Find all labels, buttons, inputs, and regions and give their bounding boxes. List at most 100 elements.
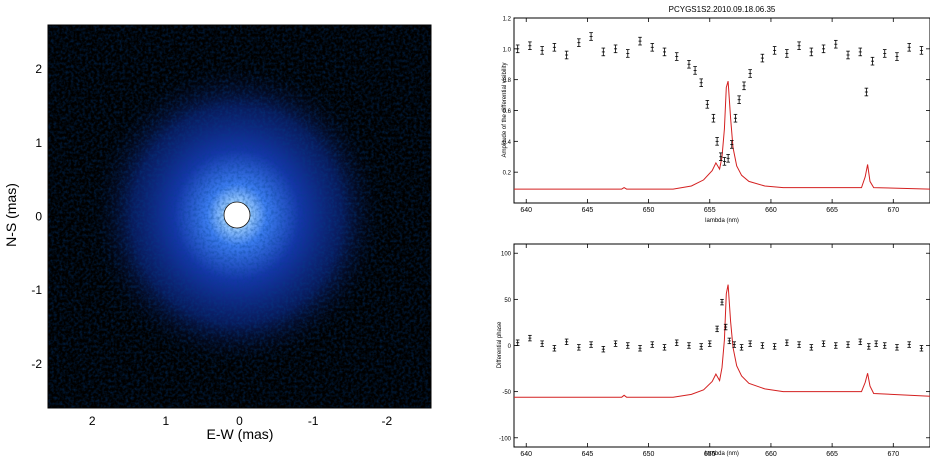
phase-points <box>515 298 924 353</box>
visibility-data-point <box>601 47 606 57</box>
visibility-data-point <box>711 113 716 123</box>
visibility-y-ticks: 0.2 0.4 0.6 0.8 1.0 1.2 <box>503 17 930 177</box>
visibility-data-point <box>726 154 730 163</box>
visibility-data-point <box>613 44 618 54</box>
phase-data-point <box>589 341 593 348</box>
phase-y-tick-label: 50 <box>504 298 511 304</box>
phase-data-point <box>785 339 789 346</box>
phase-data-point <box>919 345 924 352</box>
phase-data-point <box>723 323 728 331</box>
phase-y-tick-label: 100 <box>501 252 512 258</box>
visibility-data-point <box>772 46 777 55</box>
visibility-y-tick-label: 1.2 <box>503 17 512 23</box>
phase-data-point <box>577 344 581 351</box>
visibility-data-point <box>858 47 863 57</box>
visibility-y-tick-label: 0.8 <box>503 78 512 84</box>
visibility-data-point <box>528 41 532 51</box>
phase-spectrum-polyline <box>514 284 930 398</box>
phase-data-point <box>540 340 544 347</box>
phase-data-point <box>564 338 569 345</box>
visibility-x-tick-label: 640 <box>520 207 532 214</box>
phase-y-tick-label: -100 <box>499 436 512 442</box>
visibility-data-point <box>564 50 569 60</box>
phase-y-tick-label: -50 <box>502 390 511 396</box>
visibility-data-point <box>895 52 899 61</box>
phase-data-point <box>846 341 850 348</box>
phase-data-point <box>772 343 777 350</box>
visibility-points <box>515 32 924 166</box>
phase-y-axis-label: Differential phase <box>497 321 503 368</box>
map-y-axis-label: N-S (mas) <box>3 183 19 247</box>
phase-data-point <box>687 342 691 349</box>
visibility-data-point <box>742 81 746 91</box>
map-y-tick-label: -1 <box>31 283 42 297</box>
visibility-data-point <box>589 32 593 41</box>
phase-data-point <box>650 341 655 348</box>
visibility-data-point <box>797 41 801 51</box>
visibility-data-point <box>540 46 544 55</box>
visibility-data-point <box>821 44 826 54</box>
visibility-x-axis-label: lambda (nm) <box>705 218 739 224</box>
visibility-panel: PCYGS1S2.2010.09.18.06.35 640 645 650 655 66… <box>502 5 930 224</box>
phase-x-ticks: 640 645 650 655 660 665 670 <box>520 244 899 457</box>
phase-data-point <box>907 341 911 348</box>
phase-x-tick-label: 665 <box>826 451 838 457</box>
map-y-ticks: 2 1 0 -1 -2 <box>31 62 431 371</box>
phase-x-tick-label: 670 <box>887 451 899 457</box>
visibility-data-point <box>693 66 697 75</box>
visibility-data-point <box>662 47 667 57</box>
intensity-map: 2 1 0 -1 -2 2 1 0 -1 -2 E-W (mas) N-S (mas) <box>3 24 432 442</box>
phase-data-point <box>674 339 679 346</box>
visibility-data-point <box>870 56 875 66</box>
visibility-spectrum-polyline <box>514 81 930 190</box>
phase-x-tick-label: 645 <box>582 451 594 457</box>
visibility-data-point <box>552 43 557 52</box>
visibility-data-point <box>705 100 710 109</box>
phase-data-point <box>732 341 737 348</box>
map-x-axis-label: E-W (mas) <box>207 426 274 442</box>
map-y-tick-label: 1 <box>35 136 42 150</box>
visibility-data-point <box>737 95 741 104</box>
visibility-data-point <box>718 152 723 162</box>
visibility-data-point <box>650 43 655 52</box>
phase-data-point <box>613 340 618 347</box>
visibility-data-point <box>864 87 869 97</box>
phase-panel: 640 645 650 655 660 665 670 100 50 0 -50 -100 lamb… <box>497 243 930 457</box>
visibility-data-point <box>809 47 814 57</box>
phase-data-point <box>638 345 642 352</box>
visibility-data-point <box>674 52 679 61</box>
visibility-x-ticks: 640 645 650 655 660 665 670 <box>520 18 899 214</box>
visibility-x-tick-label: 645 <box>582 207 594 214</box>
visibility-y-tick-label: 0.4 <box>503 140 512 146</box>
phase-data-point <box>528 334 532 342</box>
phase-data-point <box>720 298 724 306</box>
phase-data-point <box>821 340 826 347</box>
map-x-tick-label: 2 <box>89 414 96 428</box>
phase-data-point <box>625 342 630 349</box>
visibility-y-tick-label: 0.6 <box>503 109 512 115</box>
phase-x-tick-label: 640 <box>520 451 532 457</box>
visibility-data-point <box>729 140 734 149</box>
phase-data-point <box>867 343 871 350</box>
visibility-data-point <box>733 113 738 123</box>
phase-data-point <box>760 342 765 349</box>
phase-data-point <box>552 345 557 352</box>
phase-data-point <box>882 342 887 349</box>
visibility-data-point <box>625 49 630 58</box>
visibility-data-point <box>833 39 838 49</box>
visibility-panel-title: PCYGS1S2.2010.09.18.06.35 <box>669 5 776 14</box>
visibility-data-point <box>882 49 887 58</box>
visibility-y-tick-label: 1.0 <box>503 47 512 53</box>
phase-data-point <box>601 346 606 353</box>
visibility-data-point <box>748 69 752 78</box>
visibility-data-point <box>907 43 911 52</box>
phase-x-tick-label: 650 <box>643 451 655 457</box>
visibility-y-axis-label: Amplitude of the differential visibility <box>502 63 508 158</box>
map-y-tick-label: 2 <box>35 62 42 76</box>
visibility-data-point <box>687 59 691 69</box>
visibility-data-point <box>919 46 924 55</box>
phase-data-point <box>707 340 712 347</box>
central-star-disk <box>223 201 251 229</box>
map-y-tick-label: 0 <box>35 210 42 224</box>
